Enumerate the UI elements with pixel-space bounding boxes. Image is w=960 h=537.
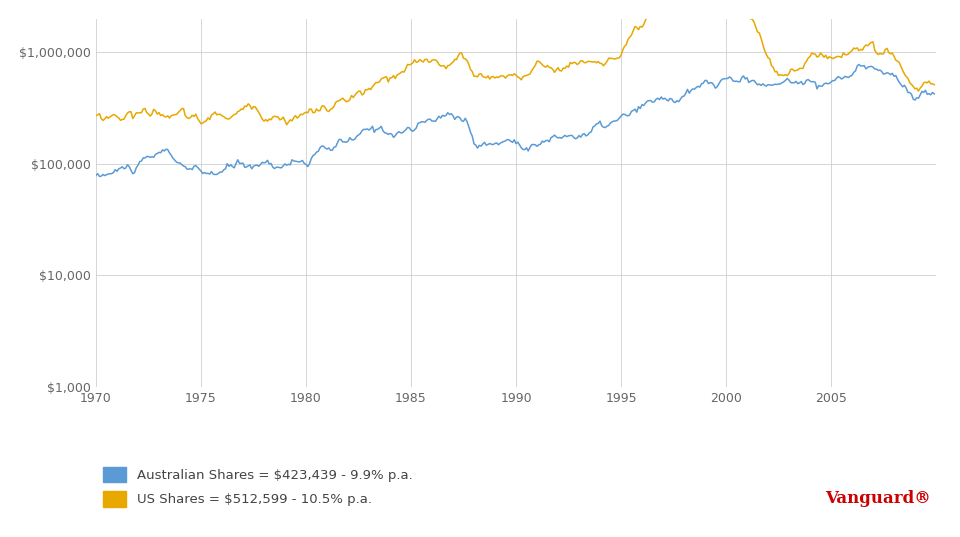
Text: Vanguard®: Vanguard® — [826, 490, 931, 507]
Legend: Australian Shares = $423,439 - 9.9% p.a., US Shares = $512,599 - 10.5% p.a.: Australian Shares = $423,439 - 9.9% p.a.… — [103, 467, 413, 506]
